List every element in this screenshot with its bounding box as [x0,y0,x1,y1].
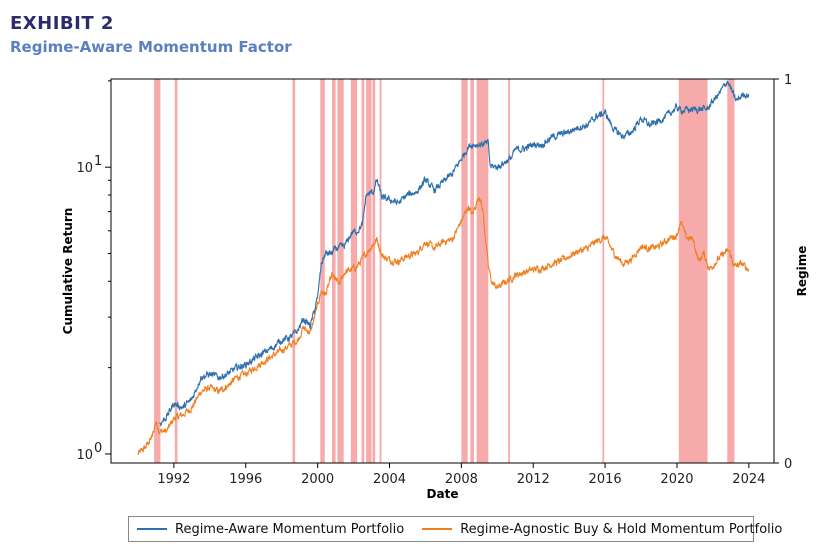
y-tick-exponent: 0 [94,441,102,456]
y-axis-label: Cumulative Return [61,208,75,335]
x-tick-label: 2000 [301,472,334,487]
x-tick-label: 2016 [589,472,622,487]
plot-frame [110,78,775,464]
regime-band [508,79,510,463]
regime-band [727,79,735,463]
regime-band [602,79,605,463]
regime-band [470,79,474,463]
x-tick-label: 2012 [517,472,550,487]
y2-tick-label: 0 [784,457,792,472]
regime-band [461,79,468,463]
regime-band [678,79,708,463]
x-tick-label: 2004 [373,472,406,487]
y-tick-label: 10 [76,161,93,176]
x-axis: 1992 1996 2000 2004 2008 2012 2016 2020 2024 [157,463,765,487]
regime-band [337,79,344,463]
legend-item-regime-aware: Regime-Aware Momentum Portfolio [137,522,404,537]
y2-axis-label: Regime [795,246,809,297]
legend-swatch-regime-aware [137,528,167,530]
series-line-buy-hold [137,196,750,455]
regime-band [366,79,372,463]
regime-band [320,79,325,463]
legend: Regime-Aware Momentum Portfolio Regime-A… [128,516,782,542]
x-axis-label: Date [427,487,459,501]
regime-band [379,79,382,463]
x-tick-label: 1996 [229,472,262,487]
regime-band [154,79,161,463]
regime-bands [154,79,735,463]
legend-item-buy-hold: Regime-Agnostic Buy & Hold Momentum Port… [422,522,782,537]
regime-band [350,79,358,463]
regime-band [476,79,489,463]
legend-swatch-buy-hold [422,528,453,530]
y-tick-exponent: 1 [94,154,102,169]
series-line-regime-aware [159,80,750,427]
regime-band [292,79,296,463]
y-tick-label: 10 [76,448,93,463]
legend-label-buy-hold: Regime-Agnostic Buy & Hold Momentum Port… [460,521,783,537]
x-tick-label: 1992 [157,472,190,487]
legend-label-regime-aware: Regime-Aware Momentum Portfolio [175,521,405,537]
x-tick-label: 2020 [660,472,693,487]
exhibit-label: EXHIBIT 2 [10,13,114,34]
regime-band [372,79,376,463]
chart-title: Regime-Aware Momentum Factor [10,38,292,56]
y-axis-right: 01 [774,73,792,472]
series-layer [137,80,750,455]
regime-band [332,79,336,463]
x-tick-label: 2024 [732,472,765,487]
regime-band [174,79,178,463]
x-tick-label: 2008 [445,472,478,487]
y2-tick-label: 1 [784,73,792,88]
regime-band [361,79,365,463]
